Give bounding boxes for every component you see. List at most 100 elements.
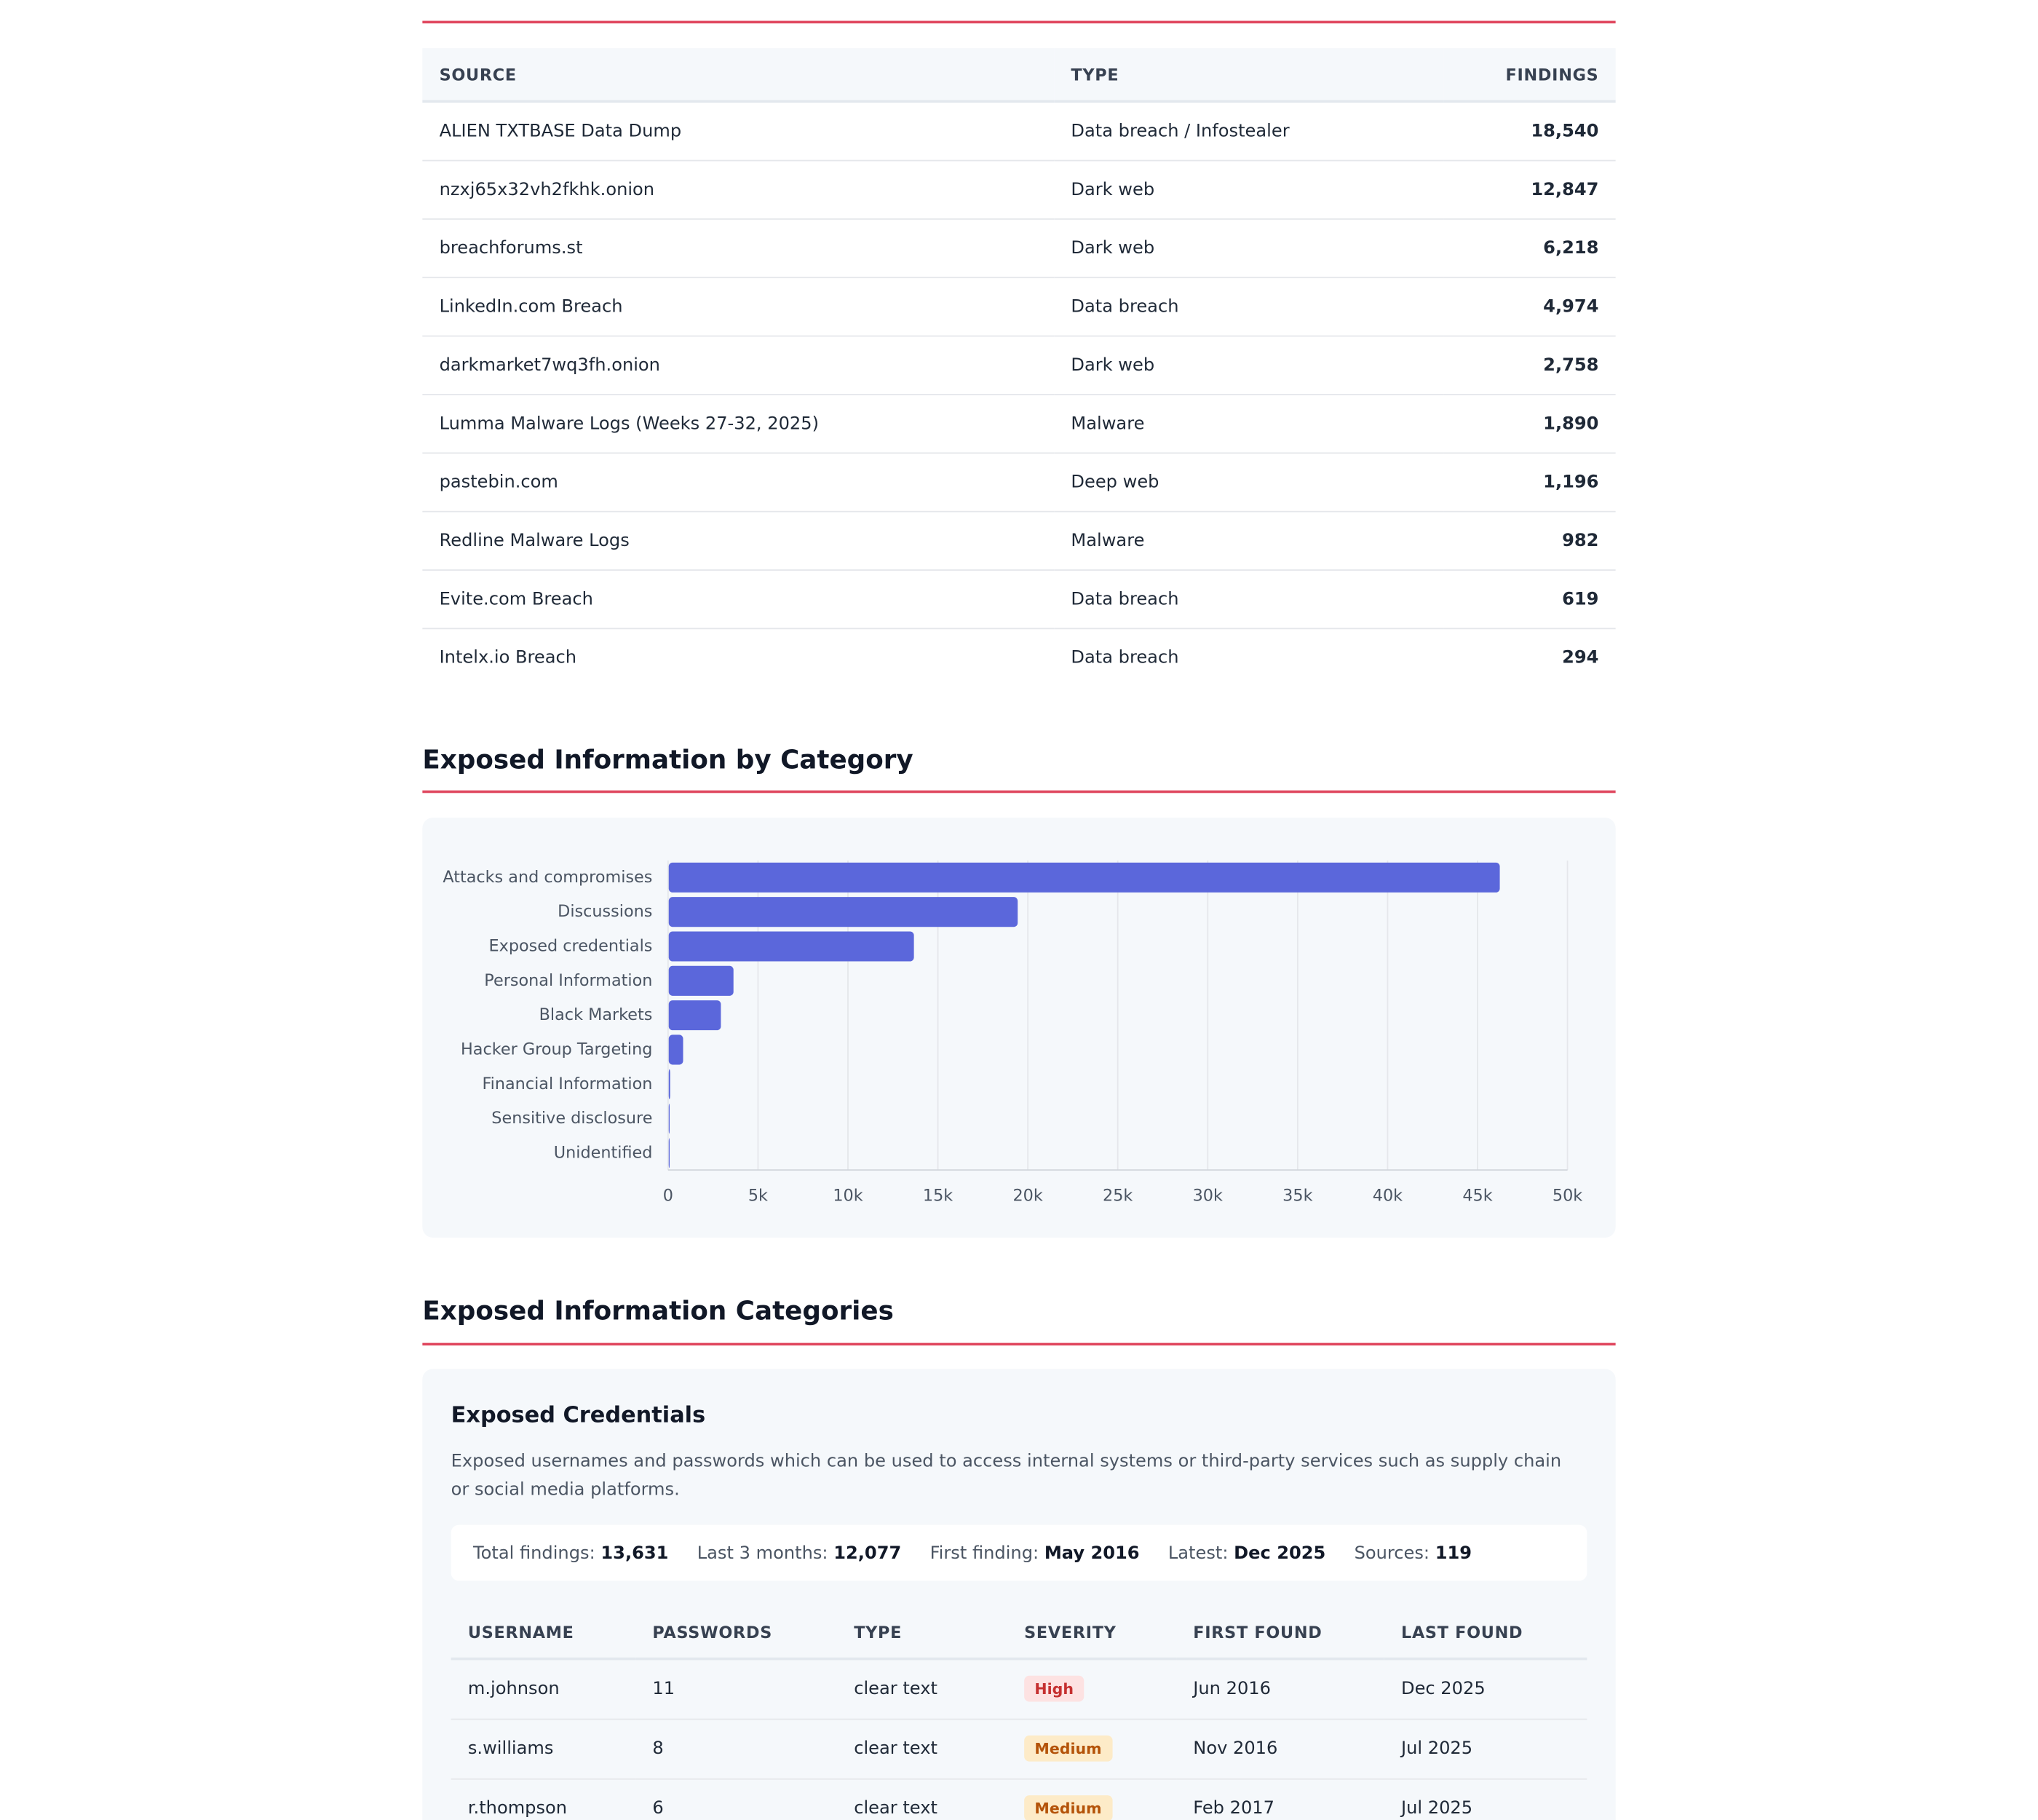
table-cell: Evite.com Breach: [439, 588, 593, 609]
table-row: Redline Malware Logs Malware 982: [422, 511, 1616, 570]
column-header: SOURCE: [439, 64, 517, 84]
section-heading: Exposed Information by Category: [422, 743, 913, 775]
column-header: USERNAME: [467, 1621, 574, 1642]
table-cell: Malware: [1071, 529, 1145, 551]
table-cell: Deep web: [1071, 471, 1159, 492]
x-tick-label: 25k: [1103, 1186, 1133, 1205]
table-cell: Data breach: [1071, 296, 1179, 317]
sources-table: SOURCE TYPE FINDINGS ALIEN TXTBASE Data Du…: [422, 48, 1616, 687]
x-tick-label: 30k: [1193, 1186, 1223, 1205]
bar: [668, 862, 1500, 893]
bar: [668, 931, 914, 962]
table-cell: Data breach: [1071, 646, 1179, 668]
table-cell: 619: [1562, 588, 1599, 609]
table-cell: Medium: [1007, 1779, 1176, 1820]
table-cell: pastebin.com: [439, 471, 558, 492]
card-description: Exposed usernames and passwords which ca…: [451, 1450, 1562, 1500]
section-rule: [422, 20, 1616, 24]
stat-label: Sources:: [1354, 1542, 1430, 1564]
column-header: FIRST FOUND: [1193, 1621, 1323, 1642]
table-cell: 18,540: [1531, 120, 1599, 142]
table-cell: Jul 2025: [1401, 1738, 1473, 1760]
stat-value: 12,077: [833, 1542, 902, 1564]
table-row: Intelx.io Breach Data breach 294: [422, 628, 1615, 687]
column-header: TYPE: [854, 1621, 903, 1642]
table-cell: Feb 2017: [1193, 1797, 1275, 1819]
bar: [668, 1034, 683, 1065]
table-cell: Dark web: [1071, 354, 1155, 376]
severity-badge: High: [1024, 1676, 1085, 1702]
table-cell: LinkedIn.com Breach: [439, 296, 623, 317]
bar: [668, 1138, 670, 1168]
bar: [668, 1069, 670, 1099]
stat-value: Dec 2025: [1234, 1542, 1326, 1564]
table-row: m.johnson 11 clear text High Jun 2016 Dec 202…: [451, 1659, 1587, 1719]
y-tick-label: Unidentified: [554, 1143, 653, 1162]
column-header: PASSWORDS: [652, 1621, 772, 1642]
stat-label: Last 3 months:: [697, 1542, 828, 1564]
table-cell: s.williams: [467, 1738, 554, 1760]
table-cell: 1,890: [1543, 412, 1599, 434]
chart-card: 0 5k 10k 15k 20k 25k 30k 35k 40k 45k 50k Attacks an…: [422, 818, 1616, 1238]
column-header: TYPE: [1071, 64, 1119, 84]
table-cell: nzxj65x32vh2fkhk.onion: [439, 178, 655, 200]
stat-value: 119: [1435, 1542, 1472, 1564]
table-cell: Redline Malware Logs: [439, 529, 630, 551]
table-cell: Jul 2025: [1401, 1797, 1473, 1819]
y-tick-label: Attacks and compromises: [443, 868, 652, 887]
stat: Sources: 119: [1355, 1543, 1472, 1564]
category-card: Exposed Credentials Exposed usernames an…: [422, 1369, 1616, 1820]
table-cell: Malware: [1071, 412, 1145, 434]
bar: [668, 965, 734, 996]
table-cell: High: [1007, 1659, 1176, 1719]
table-cell: Nov 2016: [1193, 1738, 1278, 1760]
x-tick-label: 15k: [923, 1186, 953, 1205]
y-tick-label: Personal Information: [484, 971, 652, 990]
table-cell: 1,196: [1543, 471, 1599, 492]
x-tick-label: 0: [663, 1186, 673, 1205]
table-cell: 982: [1562, 529, 1599, 551]
y-tick-label: Exposed credentials: [489, 937, 653, 956]
table-cell: clear text: [854, 1678, 937, 1700]
table-cell: Jun 2016: [1193, 1678, 1271, 1700]
stat-label: Latest:: [1167, 1542, 1229, 1564]
table-cell: Intelx.io Breach: [439, 646, 577, 668]
table-cell: m.johnson: [467, 1678, 560, 1700]
table-cell: Medium: [1007, 1719, 1176, 1779]
table-row: pastebin.com Deep web 1,196: [422, 452, 1616, 511]
column-header: SEVERITY: [1024, 1621, 1117, 1642]
table-cell: Data breach: [1071, 588, 1179, 609]
table-row: breachforums.st Dark web 6,218: [422, 218, 1616, 277]
table-cell: Data breach / Infostealer: [1071, 120, 1290, 142]
stat-value: 13,631: [600, 1542, 669, 1564]
column-header: FINDINGS: [1505, 64, 1599, 84]
table-row: r.thompson 6 clear text Medium Feb 2017 Jul 2…: [451, 1779, 1587, 1820]
bar: [668, 1000, 721, 1031]
stat: Last 3 months: 12,077: [697, 1543, 902, 1564]
severity-badge: Medium: [1024, 1795, 1112, 1820]
stats-bar: Total findings: 13,631 Last 3 months: 12,…: [451, 1524, 1587, 1581]
table-cell: 12,847: [1531, 178, 1599, 200]
table-cell: 294: [1562, 646, 1599, 668]
chart: 0 5k 10k 15k 20k 25k 30k 35k 40k 45k 50k Attacks an…: [443, 860, 1582, 1205]
table-cell: ALIEN TXTBASE Data Dump: [439, 120, 682, 142]
x-tick-label: 10k: [833, 1186, 863, 1205]
table-cell: Lumma Malware Logs (Weeks 27-32, 2025): [439, 412, 819, 434]
bar: [668, 897, 1018, 927]
table-cell: darkmarket7wq3fh.onion: [439, 354, 660, 376]
x-tick-label: 35k: [1282, 1186, 1312, 1205]
table-cell: breachforums.st: [439, 237, 583, 258]
table-cell: 2,758: [1543, 354, 1599, 376]
x-tick-label: 50k: [1553, 1186, 1582, 1205]
stat: First finding: May 2016: [930, 1543, 1140, 1564]
column-header: LAST FOUND: [1401, 1621, 1523, 1642]
table-row: nzxj65x32vh2fkhk.onion Dark web 12,847: [422, 160, 1616, 218]
y-tick-label: Hacker Group Targeting: [461, 1040, 652, 1059]
stat: Total findings: 13,631: [473, 1543, 668, 1564]
credentials-table: USERNAME PASSWORDS TYPE SEVERITY FIRST FOUND…: [451, 1605, 1587, 1820]
x-tick-label: 20k: [1012, 1186, 1042, 1205]
x-tick-label: 45k: [1462, 1186, 1492, 1205]
x-tick-label: 5k: [748, 1186, 768, 1205]
table-row: s.williams 8 clear text Medium Nov 2016 Jul 2…: [451, 1719, 1587, 1779]
